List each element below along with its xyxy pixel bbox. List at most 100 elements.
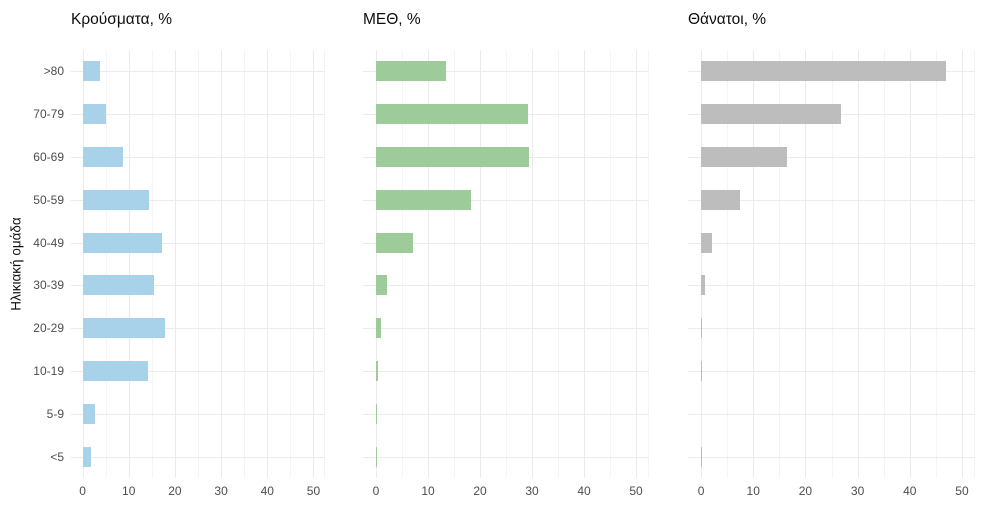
y-tick-label: 70-79 [33, 107, 64, 122]
bar--5-9 [82, 403, 96, 424]
gridline-y-major [363, 456, 649, 458]
gridline-y-major [688, 328, 975, 330]
y-tick-label: 10-19 [33, 364, 64, 378]
gridline-y-major [363, 242, 649, 244]
gridline-x-minor [198, 50, 199, 478]
gridline-x-major [174, 50, 176, 478]
gridline-x-minor [402, 50, 403, 478]
gridline-x-minor [454, 50, 455, 478]
y-tick-label: 40-49 [33, 235, 64, 250]
y-tick-label: <5 [50, 449, 64, 464]
y-tick-label: 20-29 [33, 321, 64, 336]
gridline-x-major [636, 50, 637, 478]
bar--60-69 [82, 147, 124, 167]
bar--50-59 [376, 189, 471, 210]
bar--70-79 [376, 104, 529, 125]
bar--20-29 [701, 318, 703, 339]
x-tick-label: 40 [903, 484, 917, 498]
bar--40-49 [376, 232, 413, 253]
gridline-x-minor [883, 50, 885, 478]
y-tick-label: >80 [43, 64, 64, 79]
bar--10-19 [376, 361, 378, 381]
gridline-x-minor [974, 50, 976, 478]
plot-area-icu [363, 50, 650, 478]
y-tick-label: 30-39 [33, 278, 64, 293]
facet-panel-icu: ΜΕΘ, % 0 10 20 30 40 50 [363, 0, 650, 521]
gridline-x-minor [290, 50, 292, 478]
gridline-x-minor [506, 50, 507, 478]
gridline-y-major [363, 371, 649, 372]
gridline-x-major [376, 50, 377, 478]
gridline-x-minor [244, 50, 246, 478]
bar--<5 [82, 446, 91, 467]
x-tick-label: 50 [306, 484, 321, 498]
plot-area-deaths [688, 50, 976, 478]
x-tick-label: 0 [372, 484, 380, 498]
gridline-x-minor [610, 50, 611, 478]
bar--70-79 [82, 104, 106, 125]
gridline-x-major [701, 50, 703, 478]
gridline-x-major [480, 50, 481, 478]
gridline-x-major [857, 50, 859, 478]
gridline-x-major [961, 50, 963, 478]
gridline-x-major [805, 50, 807, 478]
gridline-x-major [428, 50, 429, 478]
gridline-y-major [71, 71, 325, 73]
gridline-x-major [313, 50, 315, 478]
y-tick-label: 5-9 [46, 406, 64, 421]
bar--30-39 [376, 275, 388, 296]
gridline-x-minor [831, 50, 833, 478]
plot-area-cases [71, 50, 326, 478]
x-tick-label: 0 [79, 484, 86, 498]
x-tick-label: 30 [525, 484, 539, 498]
bar--70-79 [701, 104, 842, 125]
gridline-y-major [363, 413, 649, 415]
gridline-y-major [71, 328, 325, 330]
gridline-x-major [267, 50, 269, 478]
gridline-x-major [753, 50, 755, 478]
gridline-y-major [688, 456, 975, 458]
facet-panel-deaths: Θάνατοι, % 0 10 20 30 40 50 [688, 0, 976, 521]
gridline-y-major [363, 328, 649, 330]
gridline-x-minor [648, 50, 650, 478]
gridline-y-major [363, 285, 649, 287]
gridline-y-major [363, 199, 649, 201]
gridline-x-major [584, 50, 585, 478]
gridline-y-major [363, 71, 649, 73]
bar--40-49 [701, 232, 712, 253]
gridline-x-minor [558, 50, 559, 478]
x-tick-label: 30 [214, 484, 228, 498]
bar--10-19 [82, 361, 148, 381]
gridline-y-major [688, 285, 975, 287]
gridline-y-major [688, 242, 975, 244]
facet-title-deaths: Θάνατοι, % [688, 11, 767, 28]
bar--20-29 [82, 318, 166, 339]
gridline-x-minor [935, 50, 937, 478]
gridline-x-major [221, 50, 223, 478]
gridline-x-minor [324, 50, 326, 478]
bar--60-69 [376, 147, 530, 167]
bar-->80 [701, 61, 947, 82]
x-tick-label: 10 [122, 484, 136, 498]
gridline-y-major [71, 114, 325, 116]
bar--20-29 [376, 318, 381, 339]
facet-title-icu: ΜΕΘ, % [363, 11, 421, 28]
gridline-x-major [532, 50, 533, 478]
gridline-x-minor [105, 50, 107, 478]
y-tick-label: 60-69 [33, 150, 64, 164]
facet-panel-cases: Κρούσματα, % 0 10 20 30 40 50 [71, 0, 326, 521]
gridline-y-major [71, 413, 325, 415]
gridline-y-major [71, 371, 325, 372]
bar-->80 [82, 61, 101, 82]
gridline-y-major [71, 242, 325, 244]
gridline-y-major [71, 456, 325, 458]
x-tick-label: 20 [798, 484, 813, 498]
x-tick-label: 10 [746, 484, 760, 498]
x-tick-label: 20 [473, 484, 487, 498]
gridline-y-major [71, 285, 325, 287]
x-tick-label: 0 [697, 484, 705, 498]
bar-->80 [376, 61, 446, 82]
x-tick-label: 40 [577, 484, 591, 498]
bar--<5 [701, 446, 702, 467]
